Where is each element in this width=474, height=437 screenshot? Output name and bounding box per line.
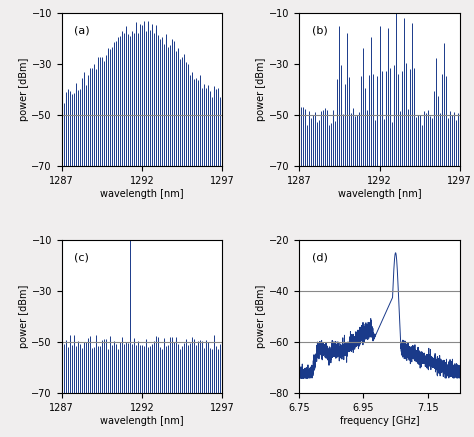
X-axis label: frequency [GHz]: frequency [GHz] [340,416,419,426]
Text: (c): (c) [74,252,89,262]
Text: (a): (a) [74,25,90,35]
Y-axis label: power [dBm]: power [dBm] [18,58,28,121]
Y-axis label: power [dBm]: power [dBm] [256,285,266,348]
Text: (d): (d) [312,252,328,262]
X-axis label: wavelength [nm]: wavelength [nm] [337,189,421,199]
X-axis label: wavelength [nm]: wavelength [nm] [100,416,184,426]
Y-axis label: power [dBm]: power [dBm] [256,58,266,121]
Y-axis label: power [dBm]: power [dBm] [18,285,28,348]
Text: (b): (b) [312,25,328,35]
X-axis label: wavelength [nm]: wavelength [nm] [100,189,184,199]
